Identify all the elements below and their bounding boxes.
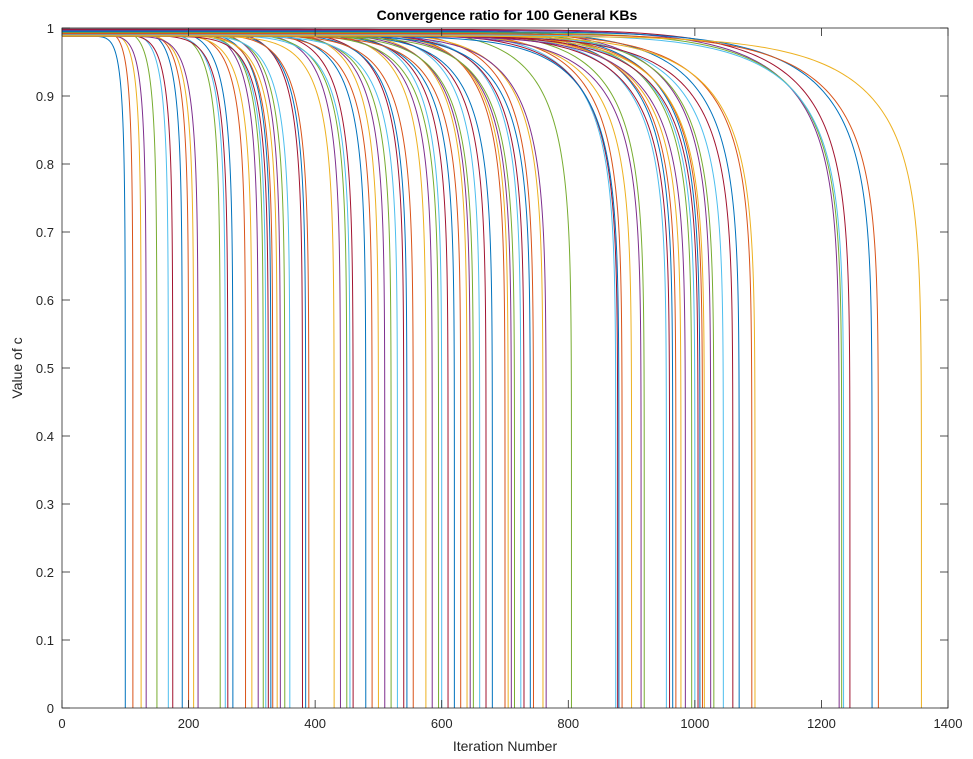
y-tick-label: 0.4 [36,429,54,444]
y-tick-label: 0.6 [36,293,54,308]
x-tick-label: 1400 [934,716,963,731]
y-tick-label: 0.5 [36,361,54,376]
series-line [62,32,753,708]
chart-title: Convergence ratio for 100 General KBs [377,7,638,23]
y-tick-label: 0.3 [36,497,54,512]
series-line [62,35,922,708]
x-tick-label: 0 [58,716,65,731]
x-tick-label: 400 [304,716,326,731]
y-axis: 0 0.1 0.2 0.3 0.4 0.5 0.6 0.7 0.8 0.9 1 [36,21,948,716]
series-line [62,30,740,708]
x-axis: 0 200 400 600 800 1000 1200 1400 [58,28,962,731]
x-tick-label: 200 [178,716,200,731]
y-tick-label: 0.2 [36,565,54,580]
series-line [62,34,756,708]
x-tick-label: 1000 [680,716,709,731]
y-tick-label: 0.8 [36,157,54,172]
y-tick-label: 0 [47,701,54,716]
y-tick-label: 0.1 [36,633,54,648]
series-line [62,34,845,708]
series-lines [62,28,922,708]
x-tick-label: 600 [431,716,453,731]
y-tick-label: 0.9 [36,89,54,104]
series-line [62,29,840,708]
series-line [62,28,851,708]
x-tick-label: 1200 [807,716,836,731]
y-axis-label: Value of c [9,337,25,398]
x-tick-label: 800 [557,716,579,731]
y-tick-label: 0.7 [36,225,54,240]
y-tick-label: 1 [47,21,54,36]
series-line [62,33,879,708]
series-line [62,31,843,708]
x-axis-label: Iteration Number [453,738,558,754]
